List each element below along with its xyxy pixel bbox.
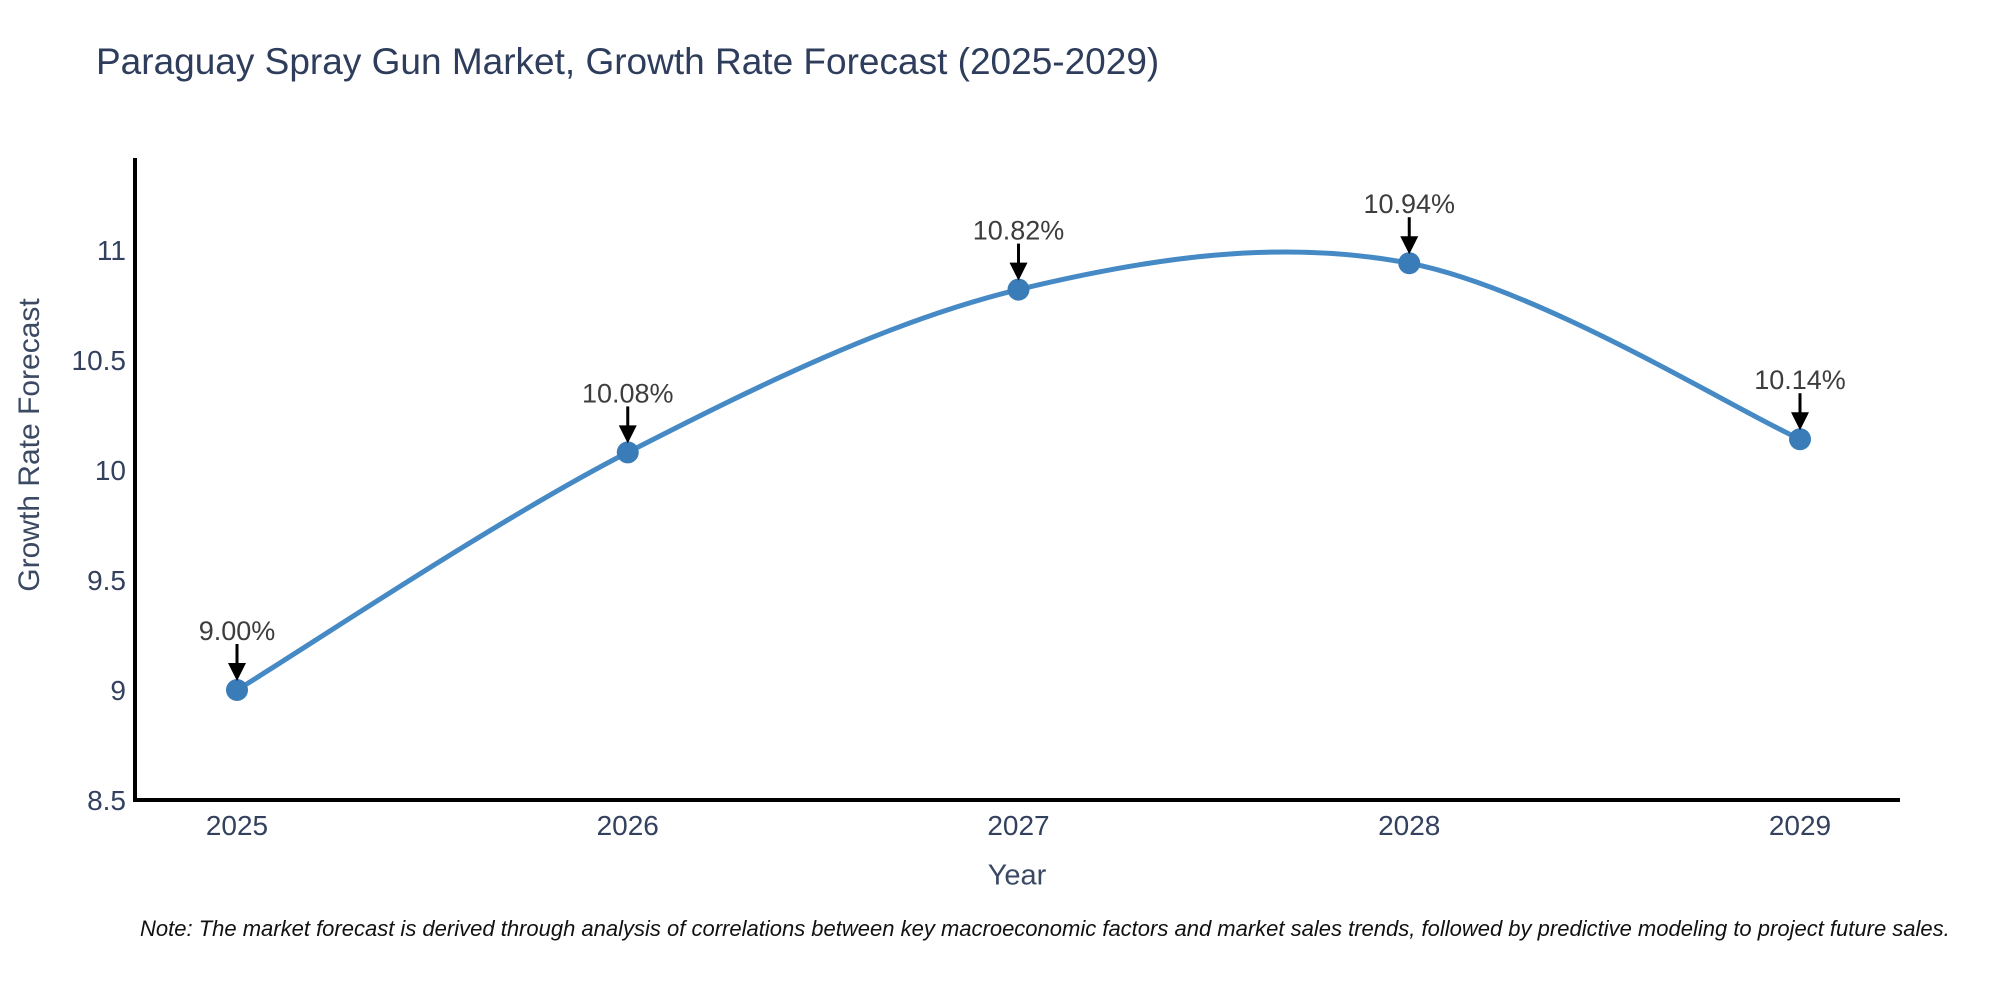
x-tick-label: 2026 xyxy=(597,810,659,841)
data-point-marker xyxy=(616,441,639,464)
x-tick-label: 2027 xyxy=(987,810,1049,841)
footnote-text: Note: The market forecast is derived thr… xyxy=(140,916,1950,941)
x-tick-label: 2028 xyxy=(1378,810,1440,841)
chart-title: Paraguay Spray Gun Market, Growth Rate F… xyxy=(96,41,1160,82)
annotation-arrow-head xyxy=(618,425,637,444)
annotation-arrow-head xyxy=(1009,262,1028,281)
point-value-label: 10.82% xyxy=(973,216,1065,246)
annotation-arrow-head xyxy=(1791,412,1809,431)
y-tick-label: 11 xyxy=(97,235,126,266)
forecast-line xyxy=(234,249,1803,693)
y-tick-label: 9 xyxy=(110,675,126,706)
point-value-label: 9.00% xyxy=(199,616,276,646)
y-tick-label: 9.5 xyxy=(87,565,126,596)
annotation-arrow-head xyxy=(1400,236,1419,255)
y-tick-label: 10.5 xyxy=(72,345,127,376)
y-tick-label: 8.5 xyxy=(87,785,126,816)
data-point-marker xyxy=(1398,252,1421,275)
x-tick-label: 2025 xyxy=(206,810,268,841)
x-axis-title: Year xyxy=(987,859,1047,892)
data-point-marker xyxy=(1789,428,1811,451)
x-tick-label: 2029 xyxy=(1769,810,1831,841)
point-value-label: 10.14% xyxy=(1754,365,1846,395)
data-point-marker xyxy=(1007,278,1030,301)
y-tick-label: 10 xyxy=(95,455,126,486)
annotation-arrow-head xyxy=(228,663,246,681)
point-value-label: 10.08% xyxy=(582,378,674,408)
data-point-marker xyxy=(226,679,248,701)
point-value-label: 10.94% xyxy=(1363,189,1455,219)
